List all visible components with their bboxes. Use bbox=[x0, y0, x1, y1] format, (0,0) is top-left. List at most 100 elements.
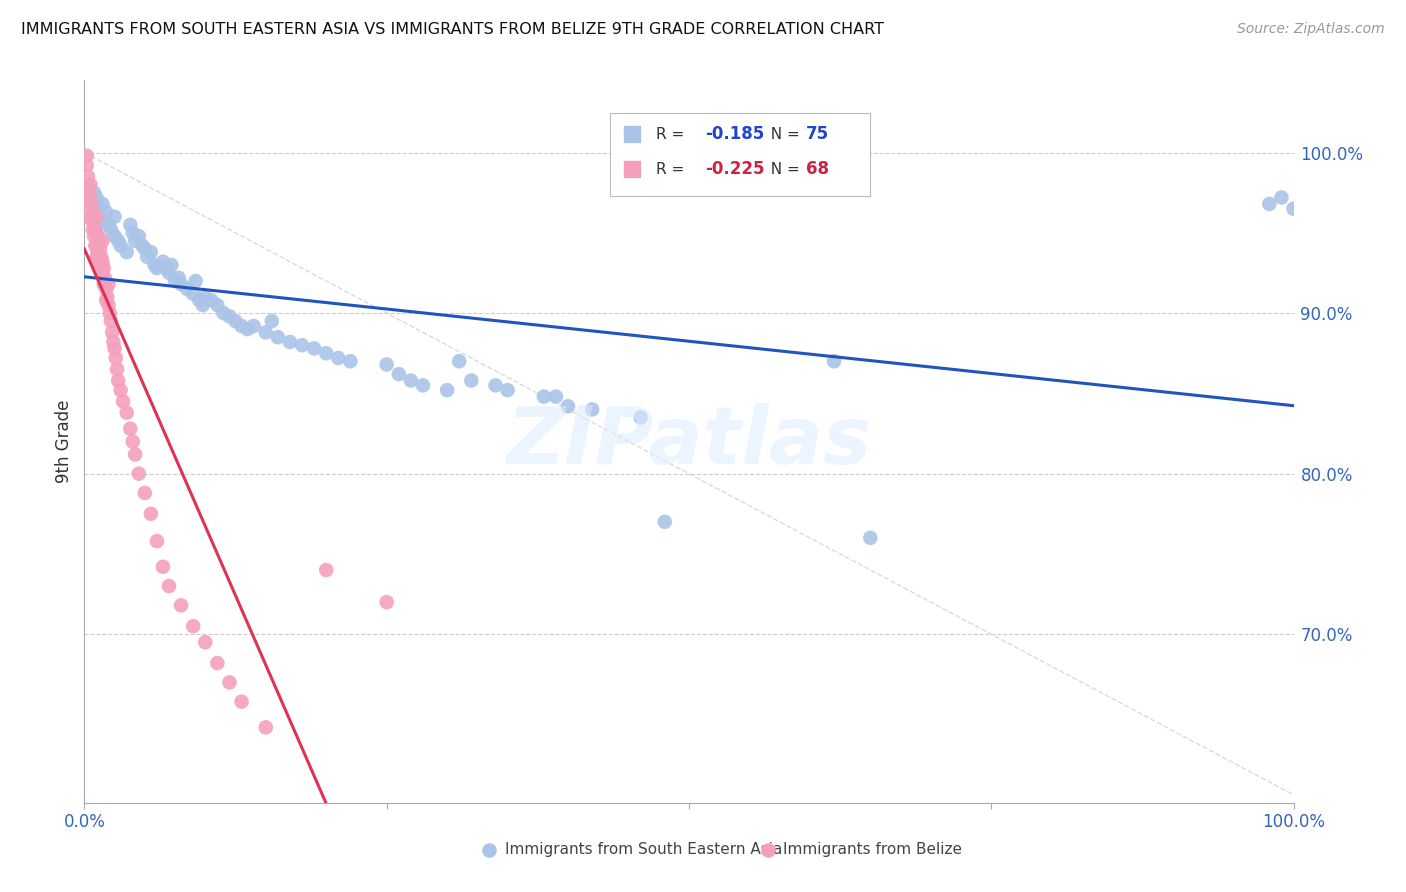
Point bbox=[82, 206, 104, 220]
Point bbox=[291, 338, 314, 352]
Point bbox=[184, 274, 207, 288]
Point bbox=[621, 266, 644, 280]
Point bbox=[89, 242, 111, 256]
Point bbox=[155, 261, 177, 276]
Point bbox=[76, 158, 98, 172]
Point bbox=[90, 250, 112, 264]
FancyBboxPatch shape bbox=[610, 112, 870, 196]
Point bbox=[212, 306, 235, 320]
Point bbox=[86, 210, 108, 224]
Point bbox=[107, 234, 129, 248]
Point bbox=[80, 197, 103, 211]
Point bbox=[86, 226, 108, 240]
Point bbox=[242, 318, 264, 333]
Point bbox=[200, 293, 222, 308]
Point bbox=[236, 322, 259, 336]
Point bbox=[170, 599, 193, 613]
Text: Source: ZipAtlas.com: Source: ZipAtlas.com bbox=[1237, 22, 1385, 37]
Point bbox=[181, 286, 204, 301]
Point bbox=[91, 266, 114, 280]
Point bbox=[97, 277, 120, 292]
Point bbox=[79, 210, 101, 224]
Point bbox=[82, 222, 104, 236]
Point bbox=[654, 515, 676, 529]
Text: ZIPatlas: ZIPatlas bbox=[506, 402, 872, 481]
Point bbox=[1282, 202, 1305, 216]
Point bbox=[128, 229, 150, 244]
Point bbox=[86, 245, 108, 260]
Point bbox=[165, 274, 187, 288]
Point bbox=[77, 197, 100, 211]
Point bbox=[124, 234, 146, 248]
Point bbox=[460, 374, 482, 388]
Point bbox=[77, 186, 100, 200]
Text: 75: 75 bbox=[806, 126, 830, 144]
Point bbox=[120, 218, 142, 232]
Point bbox=[302, 342, 325, 356]
Point bbox=[254, 326, 277, 340]
Point bbox=[91, 197, 114, 211]
Point bbox=[79, 178, 101, 192]
Point bbox=[136, 250, 159, 264]
Point bbox=[231, 695, 253, 709]
Point bbox=[94, 270, 117, 285]
Point bbox=[87, 234, 110, 248]
Point bbox=[557, 399, 579, 413]
Point bbox=[152, 254, 174, 268]
Point bbox=[181, 619, 204, 633]
Point bbox=[146, 534, 169, 549]
Point bbox=[80, 194, 103, 208]
Point bbox=[388, 367, 411, 381]
Point bbox=[107, 374, 129, 388]
Point bbox=[101, 326, 124, 340]
Point bbox=[188, 293, 211, 308]
Point bbox=[128, 467, 150, 481]
Point bbox=[80, 213, 103, 227]
Point bbox=[104, 342, 127, 356]
Point bbox=[134, 242, 156, 256]
Point bbox=[436, 383, 458, 397]
Point bbox=[121, 226, 143, 240]
Point bbox=[143, 258, 166, 272]
Point bbox=[100, 314, 122, 328]
Point bbox=[1258, 197, 1281, 211]
Point bbox=[278, 334, 301, 349]
Text: IMMIGRANTS FROM SOUTH EASTERN ASIA VS IMMIGRANTS FROM BELIZE 9TH GRADE CORRELATI: IMMIGRANTS FROM SOUTH EASTERN ASIA VS IM… bbox=[21, 22, 884, 37]
Point bbox=[167, 270, 190, 285]
Point bbox=[267, 330, 290, 344]
Text: Immigrants from Belize: Immigrants from Belize bbox=[783, 842, 962, 857]
Point bbox=[104, 210, 127, 224]
Point bbox=[315, 563, 337, 577]
Point bbox=[146, 261, 169, 276]
Point bbox=[1270, 190, 1292, 204]
Point bbox=[86, 238, 108, 252]
Point bbox=[86, 210, 108, 224]
Point bbox=[86, 190, 108, 204]
Point bbox=[399, 374, 422, 388]
Point bbox=[120, 422, 142, 436]
Point bbox=[194, 635, 217, 649]
Point bbox=[105, 362, 128, 376]
Point bbox=[544, 390, 567, 404]
Point bbox=[630, 410, 652, 425]
Point bbox=[94, 282, 117, 296]
Point bbox=[91, 254, 114, 268]
Point bbox=[83, 229, 105, 244]
Point bbox=[207, 298, 229, 312]
Point bbox=[218, 675, 240, 690]
Point bbox=[115, 245, 138, 260]
Text: R =: R = bbox=[657, 161, 689, 177]
Point bbox=[533, 390, 555, 404]
Point bbox=[83, 213, 105, 227]
Point bbox=[84, 222, 107, 236]
Text: -0.185: -0.185 bbox=[704, 126, 763, 144]
Point bbox=[93, 261, 115, 276]
Point bbox=[176, 282, 198, 296]
Point bbox=[194, 290, 217, 304]
Point bbox=[484, 378, 506, 392]
Text: -0.225: -0.225 bbox=[704, 161, 763, 178]
Text: 68: 68 bbox=[806, 161, 830, 178]
Point bbox=[152, 559, 174, 574]
Point bbox=[218, 310, 240, 324]
Point bbox=[328, 351, 350, 365]
